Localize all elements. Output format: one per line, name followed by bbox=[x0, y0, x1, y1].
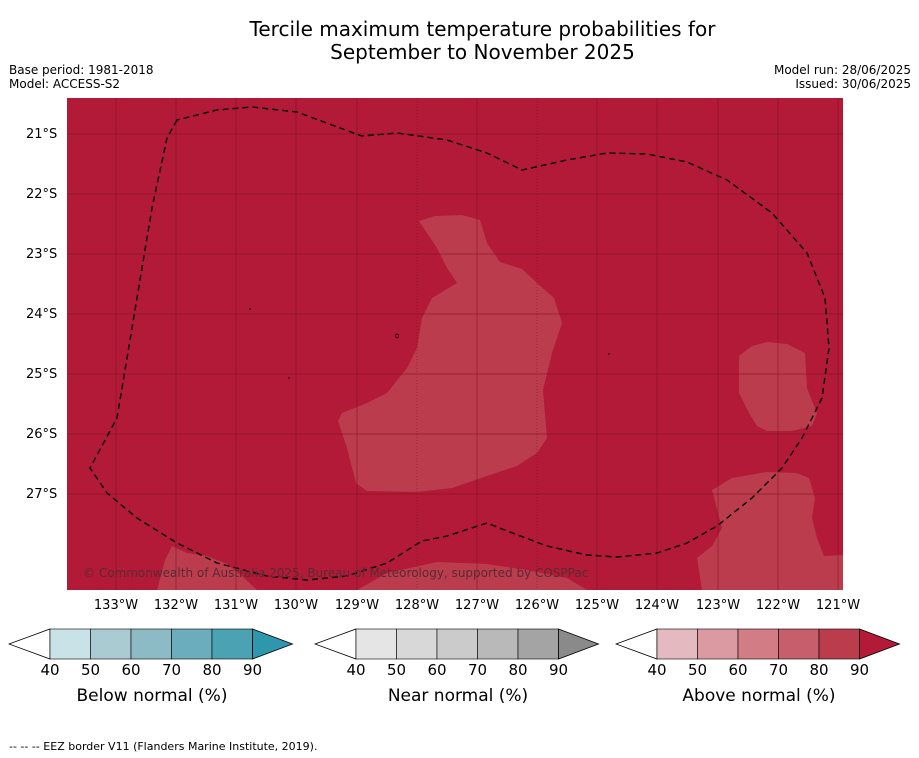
colorbar-tick-label: 70 bbox=[768, 661, 789, 679]
meta-right: Model run: 28/06/2025 Issued: 30/06/2025 bbox=[774, 63, 911, 91]
above-normal-80-region-south bbox=[357, 562, 587, 590]
colorbar-segment bbox=[355, 628, 397, 660]
colorbar-tick-label: 40 bbox=[647, 661, 667, 679]
colorbar-tick-label: 60 bbox=[427, 661, 447, 679]
issued-date: Issued: 30/06/2025 bbox=[795, 77, 911, 91]
colorbar-label-near: Near normal (%) bbox=[387, 686, 529, 706]
colorbar-under-triangle bbox=[8, 628, 51, 660]
lat-label: 22°S bbox=[26, 187, 58, 202]
colorbar-over-triangle bbox=[558, 628, 600, 660]
colorbar-tick-label: 60 bbox=[121, 661, 141, 679]
model-name: Model: ACCESS-S2 bbox=[9, 77, 121, 91]
colorbar-over-triangle bbox=[859, 628, 901, 660]
title-line-2: September to November 2025 bbox=[330, 40, 635, 64]
colorbar-segment bbox=[656, 628, 698, 660]
island-marker bbox=[288, 377, 290, 379]
colorbar-segment bbox=[477, 628, 519, 660]
eez-footnote: -- -- -- EEZ border V11 (Flanders Marine… bbox=[9, 740, 318, 753]
colorbar-segment bbox=[436, 628, 478, 660]
colorbar-segment bbox=[49, 628, 91, 660]
title-line-1: Tercile maximum temperature probabilitie… bbox=[249, 17, 716, 41]
island-marker bbox=[395, 333, 399, 339]
colorbar-tick-label: 40 bbox=[40, 661, 60, 679]
lon-label: 126°W bbox=[514, 598, 560, 613]
colorbar-tick-label: 90 bbox=[849, 661, 870, 679]
lat-label: 25°S bbox=[26, 367, 58, 382]
lon-label: 129°W bbox=[334, 598, 380, 613]
colorbar-under-triangle bbox=[314, 628, 357, 660]
colorbar-segment bbox=[737, 628, 779, 660]
base-period: Base period: 1981-2018 bbox=[9, 63, 154, 77]
lon-label: 131°W bbox=[213, 598, 259, 613]
colorbar-over-triangle bbox=[252, 628, 294, 660]
above-normal-80-region-central bbox=[338, 215, 562, 492]
lon-label: 123°W bbox=[695, 598, 741, 613]
colorbar-tick-label: 90 bbox=[242, 661, 263, 679]
island-marker bbox=[249, 308, 251, 310]
map-title: Tercile maximum temperature probabilitie… bbox=[0, 18, 919, 64]
colorbar-tick-label: 60 bbox=[728, 661, 748, 679]
colorbar-tick-label: 40 bbox=[346, 661, 366, 679]
colorbar-near-normal bbox=[314, 628, 600, 660]
colorbar-segment bbox=[90, 628, 132, 660]
colorbar-under-triangle bbox=[615, 628, 658, 660]
probability-map bbox=[67, 98, 843, 590]
colorbar-tick-label: 80 bbox=[202, 661, 222, 679]
lon-label: 130°W bbox=[273, 598, 319, 613]
eez-border bbox=[89, 106, 830, 581]
island-marker bbox=[608, 353, 610, 355]
graticule bbox=[67, 98, 843, 590]
colorbar-tick-label: 80 bbox=[508, 661, 528, 679]
lon-label: 133°W bbox=[93, 598, 139, 613]
colorbar-tick-label: 50 bbox=[80, 661, 101, 679]
colorbar-label-above: Above normal (%) bbox=[682, 686, 836, 706]
colorbar-label-below: Below normal (%) bbox=[76, 686, 228, 706]
lon-label: 128°W bbox=[394, 598, 440, 613]
lon-label: 125°W bbox=[574, 598, 620, 613]
above-normal-80-region-southwest bbox=[157, 546, 257, 590]
meta-left: Base period: 1981-2018 Model: ACCESS-S2 bbox=[9, 63, 154, 91]
lat-label: 21°S bbox=[26, 127, 58, 142]
colorbar-tick-label: 70 bbox=[467, 661, 488, 679]
colorbar-below-normal bbox=[8, 628, 294, 660]
colorbar-tick-label: 90 bbox=[548, 661, 569, 679]
colorbar-tick-label: 50 bbox=[687, 661, 708, 679]
lon-label: 132°W bbox=[153, 598, 199, 613]
lat-label: 24°S bbox=[26, 307, 58, 322]
colorbar-segment bbox=[697, 628, 739, 660]
colorbar-segment bbox=[211, 628, 253, 660]
model-run: Model run: 28/06/2025 bbox=[773, 63, 911, 77]
lat-label: 26°S bbox=[26, 427, 58, 442]
colorbar-segment bbox=[778, 628, 820, 660]
lon-label: 122°W bbox=[755, 598, 801, 613]
colorbar-segment bbox=[171, 628, 213, 660]
lon-label: 121°W bbox=[815, 598, 861, 613]
colorbar-segment bbox=[517, 628, 559, 660]
lat-label: 27°S bbox=[26, 487, 58, 502]
colorbar-tick-label: 80 bbox=[809, 661, 829, 679]
lon-label: 127°W bbox=[454, 598, 500, 613]
colorbar-above-normal bbox=[615, 628, 901, 660]
colorbar-tick-label: 70 bbox=[161, 661, 182, 679]
copyright-notice: © Commonwealth of Australia 2025, Bureau… bbox=[83, 566, 589, 580]
colorbar-tick-label: 50 bbox=[386, 661, 407, 679]
colorbar-segment bbox=[818, 628, 860, 660]
colorbar-segment bbox=[396, 628, 438, 660]
lat-label: 23°S bbox=[26, 247, 58, 262]
above-normal-80-region-southeast bbox=[697, 472, 843, 590]
lon-label: 124°W bbox=[634, 598, 680, 613]
colorbar-segment bbox=[130, 628, 172, 660]
